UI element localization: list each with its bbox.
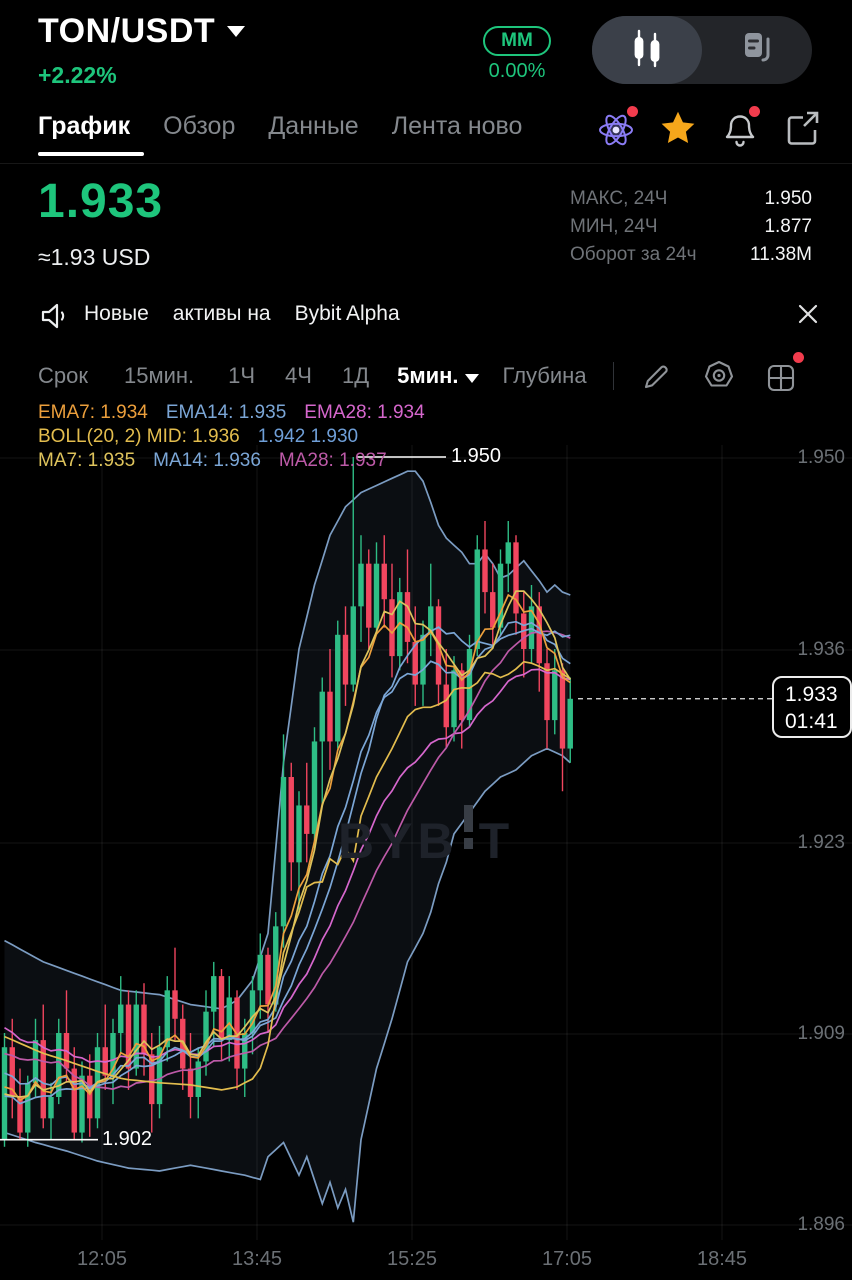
pair-title-label: TON/USDT [38, 12, 216, 50]
candlestick-chart-canvas[interactable] [0, 440, 852, 1252]
legend-item: MA7: 1.935 [38, 450, 136, 471]
ai-assistant-button[interactable] [596, 106, 638, 150]
stat-value: 1.950 [764, 188, 812, 209]
x-axis-label: 18:45 [696, 1248, 748, 1270]
interval-label[interactable]: Срок [38, 363, 88, 388]
layout-grid-button[interactable] [762, 352, 804, 395]
legend-item: EMA7: 1.934 [38, 402, 148, 423]
x-axis-label: 13:45 [231, 1248, 283, 1270]
toolbar-divider [612, 362, 614, 390]
interval-toolbar: Срок 15мин. 1Ч 4Ч 1Д 5мин. Глубина [0, 352, 852, 400]
orderbook-view-button[interactable] [702, 16, 812, 84]
interval-5m-label: 5мин. [397, 363, 459, 388]
banner-item[interactable]: Новые [84, 302, 149, 325]
indicator-icon [704, 360, 733, 387]
bybit-watermark: BYB T [338, 805, 515, 870]
orderbook-icon [739, 29, 775, 72]
candlestick-icon [629, 28, 665, 73]
share-icon [787, 111, 819, 145]
session-high-label: 1.950 [451, 445, 502, 467]
banner-item[interactable]: Bybit Alpha [294, 302, 400, 325]
x-axis-label: 17:05 [541, 1248, 593, 1270]
bell-icon [725, 115, 755, 147]
mm-badge[interactable]: MM [483, 26, 551, 56]
chart-orderbook-toggle[interactable] [592, 16, 812, 84]
notification-dot [749, 106, 760, 117]
interval-1h[interactable]: 1Ч [228, 363, 256, 388]
speaker-icon [40, 300, 70, 337]
tab-news-feed[interactable]: Лента ново [391, 112, 523, 140]
pencil-icon [644, 365, 668, 389]
notification-dot [792, 352, 804, 363]
y-axis-label: 1.936 [797, 639, 845, 660]
session-low-label: 1.902 [102, 1127, 153, 1150]
active-tab-underline [38, 152, 144, 156]
grid-icon [767, 364, 794, 392]
notification-dot [627, 106, 638, 117]
legend-item: EMA28: 1.934 [304, 402, 425, 423]
close-icon [798, 304, 818, 324]
chevron-down-icon [464, 374, 479, 383]
stat-value: 1.877 [764, 216, 812, 237]
candlestick-view-button[interactable] [592, 16, 702, 84]
fiat-equivalent: ≈1.93 USD [38, 244, 151, 270]
legend-item: 1.942 1.930 [257, 426, 359, 447]
alerts-button[interactable] [720, 106, 760, 150]
watermark-text: BYB [338, 813, 459, 869]
pair-change-24h: +2.22% [38, 62, 117, 88]
price-chart[interactable]: BYB T 1.950 1.902 1.933 01:41 1.950 1.936 1… [0, 440, 852, 1280]
candle-countdown: 01:41 [785, 710, 838, 733]
y-axis-label: 1.909 [797, 1023, 845, 1044]
depth-button[interactable]: Глубина [502, 363, 587, 388]
indicator-settings-button[interactable] [700, 357, 738, 395]
announcement-banner[interactable]: Новые активы на Bybit Alpha [0, 296, 852, 340]
y-axis-label: 1.896 [797, 1214, 845, 1235]
draw-tool-button[interactable] [638, 357, 676, 395]
tab-data[interactable]: Данные [268, 112, 359, 140]
legend-item: MA28: 1.937 [278, 450, 387, 471]
favorite-button[interactable] [658, 106, 698, 150]
last-price-countdown-box: 1.933 01:41 [772, 676, 852, 738]
last-price: 1.933 [38, 175, 164, 228]
share-button[interactable] [782, 106, 822, 150]
mm-change: 0.00% [488, 60, 546, 82]
x-axis-label: 15:25 [386, 1248, 438, 1270]
legend-item: EMA14: 1.935 [165, 402, 287, 423]
watermark-text: T [478, 813, 515, 869]
pair-selector[interactable]: TON/USDT [38, 12, 246, 51]
market-stats: МАКС, 24Ч 1.950 МИН, 24Ч 1.877 Оборот за 2… [570, 188, 812, 272]
close-banner-button[interactable] [796, 302, 820, 331]
interval-15m[interactable]: 15мин. [123, 363, 195, 388]
stat-label: МАКС, 24Ч [570, 188, 668, 209]
stat-value: 11.38M [750, 244, 812, 265]
star-icon [661, 111, 695, 144]
tab-chart[interactable]: График [38, 112, 131, 140]
atom-icon [599, 114, 633, 146]
y-axis-label: 1.923 [797, 832, 845, 853]
legend-item: BOLL(20, 2) MID: 1.936 [38, 426, 240, 447]
banner-item[interactable]: активы на [172, 302, 271, 325]
legend-item: MA14: 1.936 [153, 450, 261, 471]
tab-overview[interactable]: Обзор [163, 112, 236, 140]
chevron-down-icon [227, 26, 246, 37]
interval-4h[interactable]: 4Ч [285, 363, 312, 388]
tab-bar: График Обзор Данные Лента ново [0, 100, 852, 164]
stat-label: МИН, 24Ч [570, 216, 658, 237]
last-price-value: 1.933 [785, 683, 838, 706]
watermark-broken-i [461, 805, 477, 856]
interval-1d[interactable]: 1Д [341, 363, 370, 388]
indicator-legend: EMA7: 1.934 EMA14: 1.935 EMA28: 1.934 BOLL(… [38, 402, 425, 474]
interval-5m-selected[interactable]: 5мин. [397, 363, 479, 389]
y-axis-label: 1.950 [797, 447, 845, 468]
x-axis-label: 12:05 [76, 1248, 128, 1270]
stat-label: Оборот за 24ч [570, 244, 697, 265]
